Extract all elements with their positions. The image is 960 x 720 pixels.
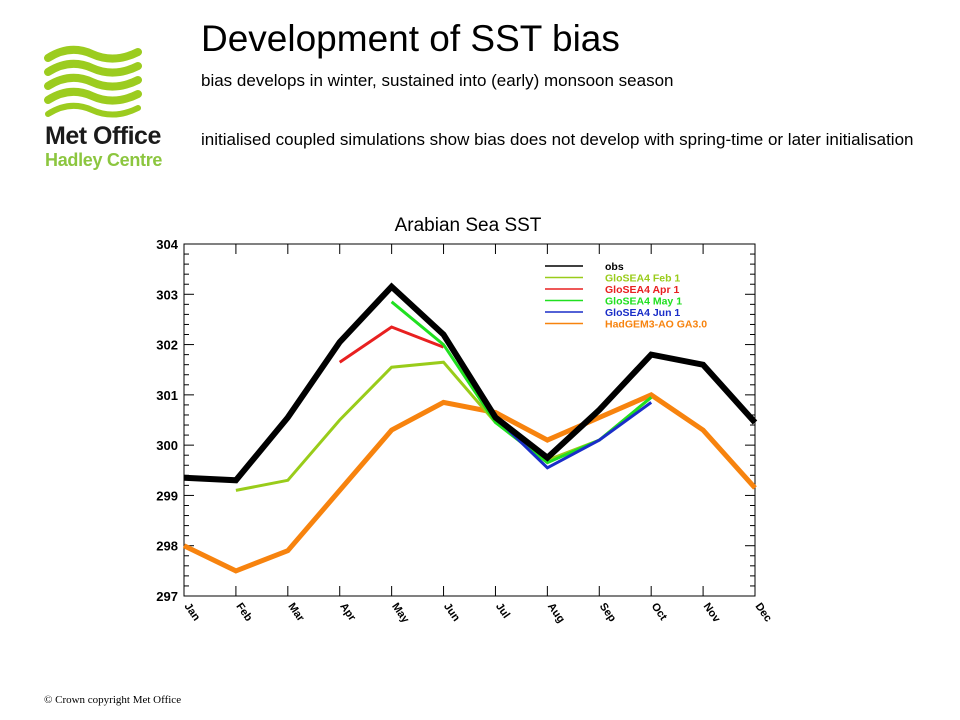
legend-label: HadGEM3-AO GA3.0	[605, 319, 707, 331]
y-tick-label: 304	[156, 237, 178, 252]
met-office-logo	[40, 40, 170, 180]
legend-label: GloSEA4 Jun 1	[605, 307, 680, 319]
y-tick-label: 299	[156, 488, 178, 503]
legend-label: GloSEA4 Apr 1	[605, 284, 679, 296]
x-tick-label: Jun	[441, 601, 462, 624]
copyright-footer: © Crown copyright Met Office	[44, 694, 182, 706]
legend-label: GloSEA4 Feb 1	[605, 273, 680, 285]
y-tick-label: 297	[156, 589, 178, 604]
x-tick-label: Nov	[701, 601, 723, 626]
x-tick-label: Oct	[649, 601, 670, 623]
slide-description: initialised coupled simulations show bia…	[201, 130, 914, 149]
y-tick-label: 298	[156, 539, 178, 554]
y-tick-label: 301	[156, 388, 178, 403]
x-tick-label: Feb	[233, 601, 254, 624]
series-line-glosea4-jun-1	[442, 333, 653, 470]
logo-text-met-office: Met Office	[45, 122, 161, 150]
wave-stripes-logo-icon	[44, 45, 142, 118]
x-tick-label: Jul	[493, 601, 512, 621]
series-line-glosea4-feb-1	[235, 360, 653, 492]
x-tick-label: Aug	[545, 601, 567, 625]
x-tick-label: Sep	[597, 601, 619, 625]
slide-subtitle: bias develops in winter, sustained into …	[201, 71, 674, 90]
slide-title: Development of SST bias	[201, 18, 620, 59]
series-line-obs	[183, 282, 758, 484]
y-tick-label: 300	[156, 438, 178, 453]
x-tick-label: Mar	[285, 601, 306, 624]
x-tick-label: May	[389, 601, 412, 626]
logo-text-hadley-centre: Hadley Centre	[45, 150, 163, 170]
legend-label: GloSEA4 May 1	[605, 296, 682, 308]
x-tick-label: Dec	[753, 601, 774, 624]
x-tick-label: Apr	[337, 601, 358, 624]
sst-line-chart: Arabian Sea SST 297 298 299 300 301 302 303 304…	[156, 215, 774, 626]
chart-container: Arabian Sea SST 297 298 299 300 301 302 303 304…	[140, 200, 800, 640]
legend-label: obs	[605, 261, 624, 273]
series-line-glosea4-apr-1	[338, 325, 445, 364]
chart-title: Arabian Sea SST	[395, 215, 542, 236]
series-line-hadgem3-ao-ga3-0	[182, 392, 757, 574]
y-tick-label: 302	[156, 338, 178, 353]
x-tick-label: Jan	[182, 601, 203, 624]
y-tick-label: 303	[156, 287, 178, 302]
